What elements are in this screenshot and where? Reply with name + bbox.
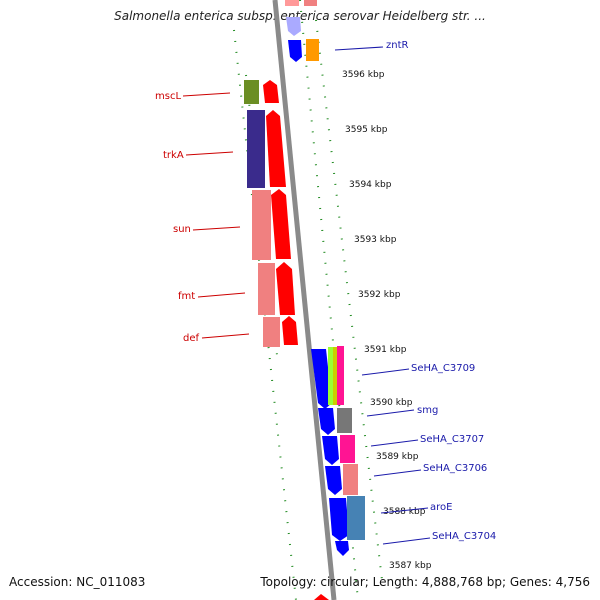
leader-line	[382, 537, 431, 545]
gene-label-smg[interactable]: smg	[417, 405, 438, 416]
leader-line	[373, 469, 422, 477]
tick-label: 3590 kbp	[370, 398, 413, 408]
gene-block-def	[263, 317, 280, 347]
gene-arrow-SeHA_C3709	[311, 349, 332, 409]
leader-line	[334, 46, 384, 51]
gene-arrow-reverse	[286, 17, 301, 36]
gene-block-SeHA_C3707	[340, 435, 355, 463]
gene-label-aroE[interactable]: aroE	[430, 502, 452, 513]
leader-line	[361, 368, 410, 376]
leader-line	[201, 333, 250, 339]
map-title: Salmonella enterica subsp. enterica sero…	[114, 9, 486, 23]
leader-line	[370, 439, 419, 447]
tick-label: 3594 kbp	[349, 180, 392, 190]
tick-label: 3591 kbp	[364, 345, 407, 355]
gene-label-fmt[interactable]: fmt	[178, 291, 195, 302]
gene-arrow-SeHA_C3707	[322, 436, 339, 465]
gene-arrow-mscL	[263, 80, 279, 103]
gene-block-SeHA_C3706	[343, 464, 358, 495]
gene-arrow-bottom	[314, 594, 329, 600]
gene-block	[285, 0, 299, 6]
gene-arrow-def	[282, 316, 298, 345]
tick-label: 3587 kbp	[389, 561, 432, 571]
gene-label-SeHA_C3707[interactable]: SeHA_C3707	[420, 434, 484, 445]
gene-block-SeHA_C3709-c	[337, 346, 344, 405]
gene-label-SeHA_C3704[interactable]: SeHA_C3704	[432, 531, 496, 542]
gene-arrow-SeHA_C3704	[335, 541, 349, 556]
tick-label: 3588 kbp	[383, 507, 426, 517]
gene-label-mscL[interactable]: mscL	[155, 91, 181, 102]
gene-arrow-fmt	[276, 262, 295, 315]
gene-block-smg	[337, 408, 352, 433]
tick-label: 3593 kbp	[354, 235, 397, 245]
gene-arrow-trkA	[266, 110, 286, 187]
gene-label-zntR[interactable]: zntR	[386, 40, 409, 51]
gene-block-fmt	[258, 263, 275, 315]
leader-line	[192, 226, 241, 231]
leader-line	[366, 409, 415, 417]
gene-arrow-aroE	[329, 498, 349, 541]
gene-block-mscL-partner	[244, 80, 259, 104]
gene-label-SeHA_C3709[interactable]: SeHA_C3709	[411, 363, 475, 374]
leader-line	[182, 92, 231, 97]
gene-block-SeHA_C3709-a	[328, 347, 333, 405]
gene-label-def[interactable]: def	[183, 333, 200, 344]
gene-arrow-reverse	[288, 40, 302, 62]
gene-block	[306, 39, 319, 61]
gene-label-SeHA_C3706[interactable]: SeHA_C3706	[423, 463, 487, 474]
gene-arrow-SeHA_C3706	[325, 466, 342, 495]
leader-line	[185, 151, 234, 156]
gene-block	[304, 0, 317, 6]
gene-block-trkA	[247, 110, 265, 188]
gene-arrow-sun	[271, 189, 291, 259]
gene-block-SeHA_C3709-b	[333, 347, 337, 405]
tick-label: 3592 kbp	[358, 290, 401, 300]
genome-backbone	[272, 0, 337, 600]
leader-line	[197, 292, 246, 298]
gene-label-sun[interactable]: sun	[173, 224, 191, 235]
gene-block-sun	[252, 190, 271, 260]
gene-arrow-smg	[318, 408, 335, 435]
gene-label-trkA[interactable]: trkA	[163, 150, 184, 161]
accession-text: Accession: NC_011083	[9, 575, 146, 589]
topology-text: Topology: circular; Length: 4,888,768 bp…	[260, 575, 590, 589]
tick-label: 3596 kbp	[342, 70, 385, 80]
gene-block-aroE	[347, 496, 365, 540]
tick-label: 3589 kbp	[376, 452, 419, 462]
leader-line	[380, 507, 429, 514]
tick-label: 3595 kbp	[345, 125, 388, 135]
